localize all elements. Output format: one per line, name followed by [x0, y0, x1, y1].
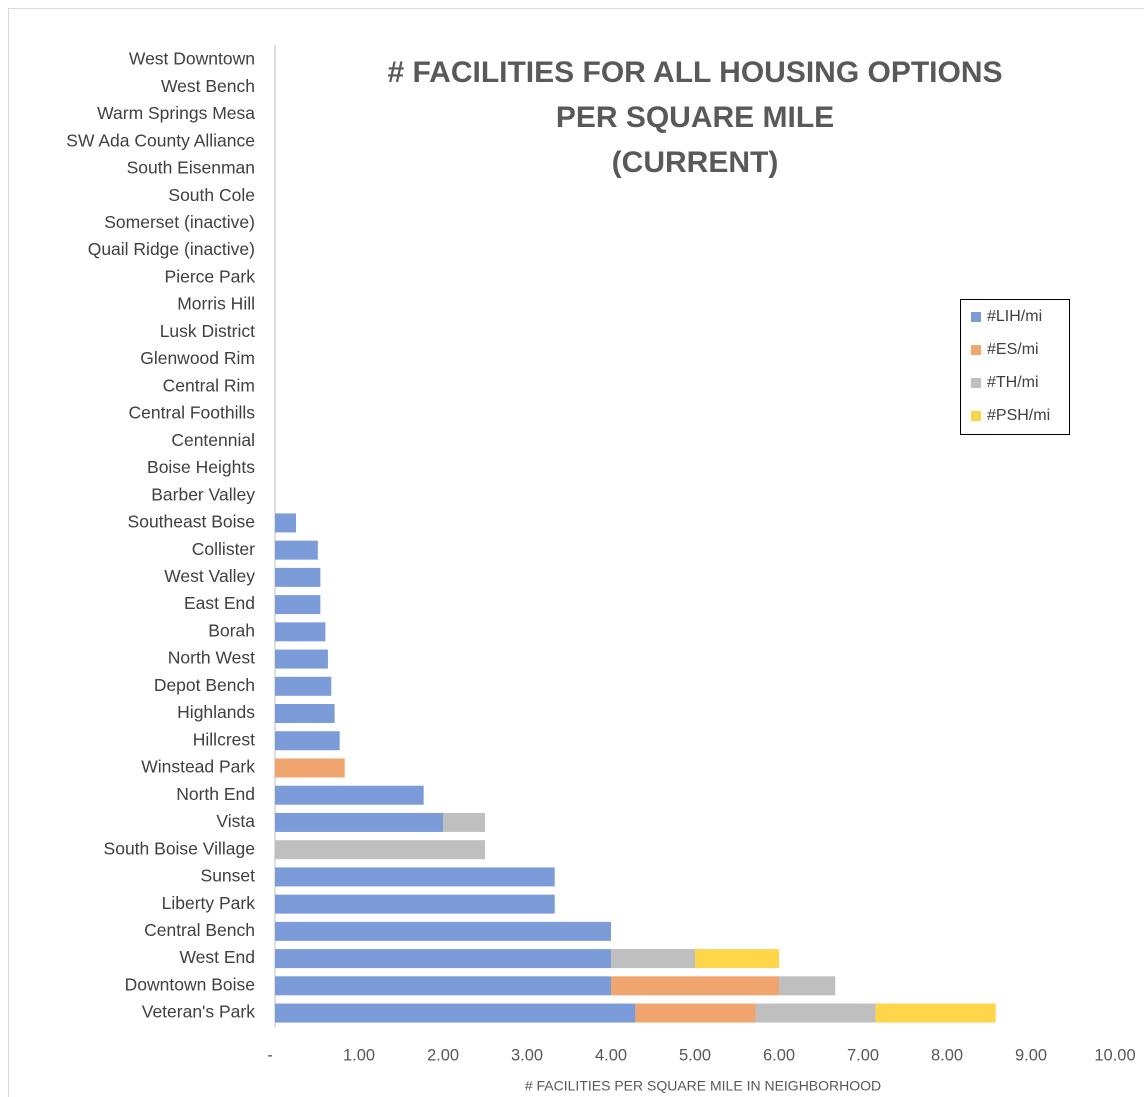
x-tick-label: 4.00: [595, 1046, 627, 1064]
bar-segment: [275, 731, 340, 751]
y-tick-label: Downtown Boise: [125, 974, 255, 994]
y-tick-label: Centennial: [171, 430, 255, 450]
bar-segment: [275, 840, 485, 860]
y-tick-label: Morris Hill: [177, 294, 255, 314]
y-tick-label: Central Foothills: [129, 403, 256, 423]
y-tick-label: Veteran's Park: [142, 1002, 256, 1022]
y-tick-label: Central Bench: [144, 920, 255, 940]
legend-swatch: [971, 411, 981, 421]
bar-segment: [611, 949, 695, 969]
chart-frame: [8, 8, 1144, 1097]
y-tick-label: Hillcrest: [193, 729, 255, 749]
bar-segment: [275, 513, 296, 533]
y-tick-label: Southeast Boise: [128, 512, 255, 532]
y-tick-label: Pierce Park: [165, 266, 256, 286]
y-tick-label: Warm Springs Mesa: [97, 103, 255, 123]
x-tick-label: 2.00: [427, 1046, 459, 1064]
bar-segment: [275, 704, 335, 724]
y-tick-label: South Boise Village: [104, 838, 255, 858]
x-tick-label: 6.00: [763, 1046, 795, 1064]
x-tick-label: 3.00: [511, 1046, 543, 1064]
y-tick-label: Lusk District: [160, 321, 255, 341]
y-tick-label: Somerset (inactive): [104, 212, 255, 232]
x-tick-label: 1.00: [343, 1046, 375, 1064]
y-tick-label: South Eisenman: [127, 158, 255, 178]
x-tick-label: 10.00: [1094, 1046, 1135, 1064]
bar-segment: [275, 921, 611, 941]
bar-segment: [275, 785, 424, 805]
bar-segment: [275, 1003, 636, 1023]
y-tick-label: Boise Heights: [147, 457, 255, 477]
y-tick-label: SW Ada County Alliance: [66, 130, 255, 150]
x-axis-title: # FACILITIES PER SQUARE MILE IN NEIGHBOR…: [525, 1078, 881, 1094]
x-tick-label: 5.00: [679, 1046, 711, 1064]
bar-segment: [275, 758, 345, 778]
bar-segment: [695, 949, 779, 969]
bar-segment: [275, 949, 611, 969]
y-tick-label: West Bench: [161, 76, 255, 96]
y-tick-label: North End: [176, 784, 255, 804]
bar-segment: [275, 867, 555, 887]
chart-title: # FACILITIES FOR ALL HOUSING OPTIONS: [387, 56, 1002, 89]
bar-segment: [755, 1003, 876, 1023]
y-tick-label: East End: [184, 593, 255, 613]
y-tick-label: West Downtown: [129, 49, 255, 69]
legend-label: #TH/mi: [987, 374, 1039, 391]
y-tick-label: Barber Valley: [151, 484, 255, 504]
bar-segment: [779, 976, 836, 996]
legend-label: #PSH/mi: [987, 407, 1050, 424]
bar-segment: [275, 622, 326, 642]
y-tick-label: North West: [168, 648, 255, 668]
y-tick-label: West End: [179, 947, 255, 967]
y-tick-label: Glenwood Rim: [140, 348, 255, 368]
y-tick-label: Depot Bench: [154, 675, 255, 695]
chart-title: (CURRENT): [612, 146, 779, 179]
legend-swatch: [971, 345, 981, 355]
legend-swatch: [971, 378, 981, 388]
bar-segment: [635, 1003, 756, 1023]
bar-segment: [275, 676, 332, 696]
bar-segment: [275, 649, 328, 669]
y-tick-label: Vista: [216, 811, 255, 831]
y-tick-label: Central Rim: [163, 375, 255, 395]
x-tick-label: 8.00: [931, 1046, 963, 1064]
y-tick-label: Winstead Park: [141, 757, 255, 777]
y-tick-label: South Cole: [168, 185, 255, 205]
y-tick-label: Highlands: [177, 702, 255, 722]
legend-swatch: [971, 312, 981, 322]
bar-segment: [275, 595, 321, 615]
legend-label: #LIH/mi: [987, 308, 1042, 325]
y-tick-label: Liberty Park: [162, 893, 256, 913]
bar-segment: [275, 894, 555, 914]
y-tick-label: West Valley: [164, 566, 255, 586]
x-tick-label: 9.00: [1015, 1046, 1047, 1064]
bar-segment: [275, 567, 321, 587]
bar-segment: [443, 812, 485, 832]
bar-segment: [275, 812, 443, 832]
bar-segment: [875, 1003, 996, 1023]
x-tick-label: 7.00: [847, 1046, 879, 1064]
y-tick-label: Borah: [208, 620, 255, 640]
bar-segment: [275, 976, 611, 996]
y-tick-label: Collister: [192, 539, 255, 559]
legend-label: #ES/mi: [987, 341, 1039, 358]
bar-segment: [611, 976, 779, 996]
y-tick-label: Quail Ridge (inactive): [88, 239, 255, 259]
y-tick-label: Sunset: [201, 866, 256, 886]
bar-segment: [275, 540, 318, 560]
chart-title: PER SQUARE MILE: [556, 101, 834, 134]
x-tick-label: -: [267, 1046, 273, 1064]
